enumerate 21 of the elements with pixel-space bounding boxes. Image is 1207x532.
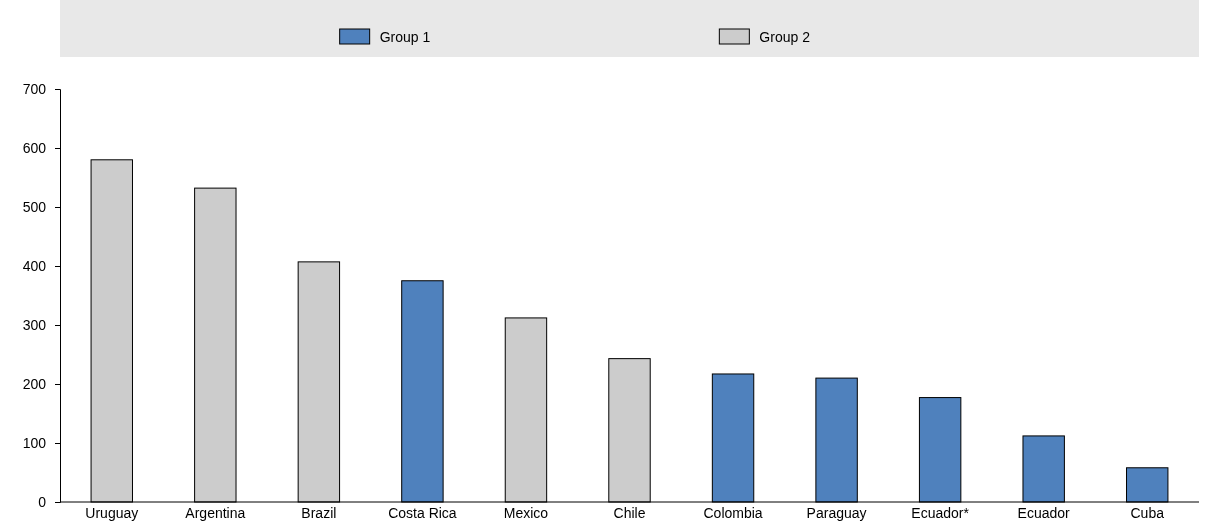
x-tick-label: Argentina [185,504,246,521]
x-tick-label: Paraguay [806,504,867,521]
x-tick-label: Mexico [503,504,549,521]
y-tick-label: 400 [22,257,47,274]
y-tick-label: 300 [22,316,47,333]
x-tick-label: Ecuador [1017,504,1071,521]
y-tick-label: 600 [22,139,47,156]
y-tick-label: 700 [22,80,47,97]
x-tick-label: Chile [613,504,646,521]
y-tick-label: 100 [22,434,47,451]
legend-label: Group 1 [379,29,431,45]
x-tick-label: Costa Rica [388,504,457,521]
legend-label: Group 2 [759,29,811,45]
x-tick-label: Uruguay [85,504,139,521]
y-tick-label: 500 [22,198,47,215]
y-tick-label: 200 [22,375,47,392]
x-tick-label: Ecuador* [911,504,970,521]
x-tick-label: Cuba [1130,504,1165,521]
x-tick-label: Brazil [301,504,337,521]
y-tick-label: 0 [38,493,47,510]
x-tick-label: Colombia [703,504,763,521]
